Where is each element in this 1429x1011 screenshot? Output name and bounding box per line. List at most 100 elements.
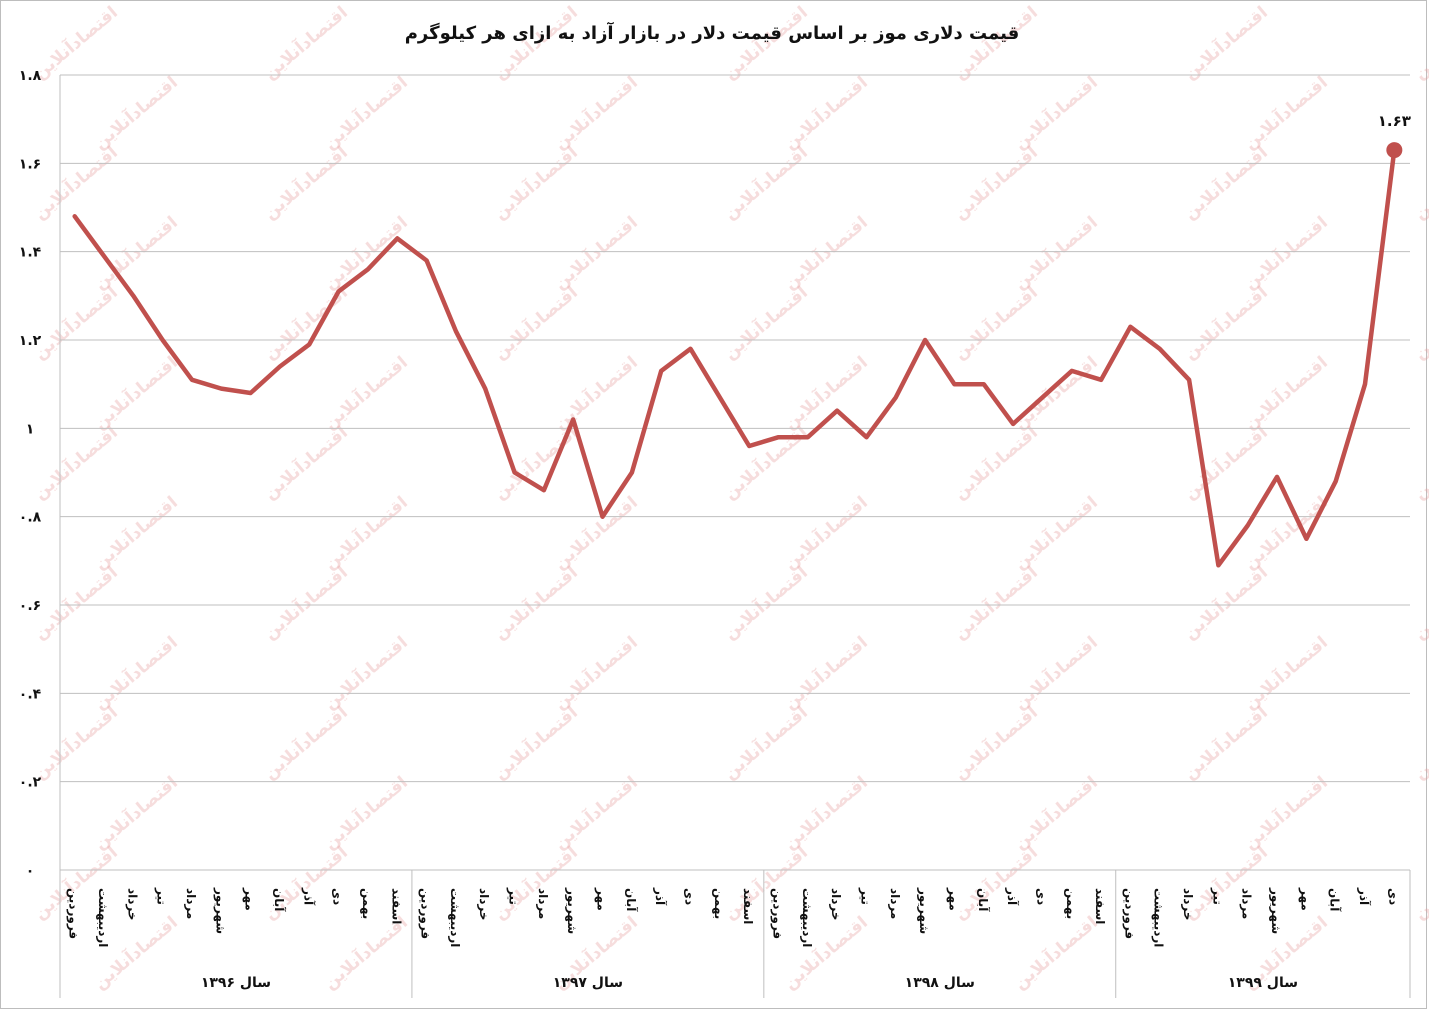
watermark-text: اقتصادآنلاین — [259, 561, 352, 644]
watermark-text: اقتصادآنلاین — [259, 1, 352, 84]
month-label: دی — [683, 888, 697, 905]
watermark-text: اقتصادآنلاین — [1239, 631, 1332, 714]
watermark-text: اقتصادآنلاین — [779, 491, 872, 574]
y-tick-label: ۰.۶ — [19, 598, 41, 614]
year-label: سال ۱۳۹۶ — [201, 975, 271, 991]
data-point — [219, 387, 223, 391]
watermark-text: اقتصادآنلاین — [319, 491, 412, 574]
month-label: تیر — [507, 887, 521, 905]
month-label: اردیبهشت — [96, 888, 110, 947]
y-tick-label: ۰.۸ — [19, 510, 42, 526]
axes — [59, 75, 1411, 998]
data-label: ۱.۶۳ — [1378, 112, 1411, 130]
month-label: آذر — [653, 887, 668, 906]
month-label: شهریور — [564, 887, 579, 934]
data-labels: ۱.۶۳ — [1378, 112, 1411, 159]
year-label: سال ۱۳۹۸ — [905, 975, 975, 991]
watermark-text: اقتصادآنلاین — [719, 841, 812, 924]
month-label: آبان — [272, 888, 287, 912]
watermark-text: اقتصادآنلاین — [29, 1, 122, 84]
month-label: فروردین — [1121, 888, 1136, 939]
watermark-text: اقتصادآنلاین — [89, 491, 182, 574]
month-label: خرداد — [1181, 888, 1195, 921]
month-label: تیر — [858, 887, 872, 905]
month-label: خرداد — [125, 888, 139, 921]
data-point — [73, 214, 77, 218]
month-label: خرداد — [829, 888, 843, 921]
month-label: مهر — [1298, 887, 1312, 911]
watermark-text: اقتصادآنلاین — [549, 631, 642, 714]
data-point — [630, 471, 634, 474]
watermark-text: اقتصادآنلاین — [259, 701, 352, 784]
watermark-text: اقتصادآنلاین — [949, 701, 1042, 784]
watermark-text: اقتصادآنلاین — [29, 561, 122, 644]
watermark-text: اقتصادآنلاین — [319, 71, 412, 154]
watermark-text: اقتصادآنلاین — [1409, 141, 1429, 224]
month-label: آذر — [301, 887, 316, 906]
highlight-marker — [1386, 142, 1403, 159]
watermark-text: اقتصادآنلاین — [1179, 141, 1272, 224]
watermark-text: اقتصادآنلاین — [949, 281, 1042, 364]
data-point — [483, 387, 487, 391]
watermark-text: اقتصادآنلاین — [319, 351, 412, 434]
data-point — [1187, 378, 1191, 382]
watermark-text: اقتصادآنلاین — [1239, 211, 1332, 294]
data-point — [747, 444, 751, 448]
watermark-text: اقتصادآنلاین — [1409, 701, 1429, 784]
data-point — [776, 435, 780, 439]
watermark-text: اقتصادآنلاین — [89, 351, 182, 434]
chart-title: قیمت دلاری موز بر اساس قیمت دلار در بازا… — [405, 21, 1020, 44]
month-label: تیر — [155, 887, 169, 905]
watermark-text: اقتصادآنلاین — [1179, 1, 1272, 84]
month-label: بهمن — [360, 888, 374, 919]
data-point — [1040, 395, 1044, 399]
month-label: اسفند — [389, 888, 403, 924]
data-point — [366, 267, 370, 271]
y-tick-label: ۱ — [26, 421, 35, 437]
month-label: خرداد — [477, 888, 491, 921]
watermark-text: اقتصادآنلاین — [489, 141, 582, 224]
watermark-text: اقتصادآنلاین — [1409, 1, 1429, 84]
data-point — [923, 338, 927, 342]
watermark-text: اقتصادآنلاین — [549, 491, 642, 574]
data-point — [513, 471, 517, 474]
watermark-text: اقتصادآنلاین — [1009, 211, 1102, 294]
data-point — [1246, 524, 1250, 527]
data-point — [1363, 382, 1367, 386]
watermark-text: اقتصادآنلاین — [779, 771, 872, 854]
watermark-text: اقتصادآنلاین — [779, 911, 872, 994]
data-point — [1011, 422, 1015, 426]
watermark-text: اقتصادآنلاین — [779, 71, 872, 154]
watermark-text: اقتصادآنلاین — [1009, 351, 1102, 434]
watermark-text: اقتصادآنلاین — [319, 211, 412, 294]
watermark-layer: اقتصادآنلایناقتصادآنلایناقتصادآنلایناقتص… — [29, 1, 1429, 994]
watermark-text: اقتصادآنلاین — [1409, 841, 1429, 924]
data-point — [894, 395, 898, 399]
watermark-text: اقتصادآنلاین — [1239, 491, 1332, 574]
watermark-text: اقتصادآنلاین — [949, 421, 1042, 504]
watermark-text: اقتصادآنلاین — [1009, 911, 1102, 994]
watermark-text: اقتصادآنلاین — [29, 281, 122, 364]
data-point — [161, 338, 165, 342]
watermark-text: اقتصادآنلاین — [29, 421, 122, 504]
watermark-text: اقتصادآنلاین — [1179, 421, 1272, 504]
month-label: مهر — [595, 887, 609, 911]
month-label: شهریور — [1268, 887, 1283, 934]
month-label: شهریور — [916, 887, 931, 934]
month-label: اسفند — [741, 888, 755, 924]
data-point — [1128, 325, 1132, 329]
data-point — [952, 382, 956, 386]
watermark-text: اقتصادآنلاین — [319, 771, 412, 854]
watermark-text: اقتصادآنلاین — [1009, 491, 1102, 574]
data-point — [1304, 537, 1308, 541]
y-tick-label: ۰.۴ — [19, 686, 42, 702]
data-point — [806, 435, 810, 439]
data-point — [601, 515, 605, 519]
watermark-text: اقتصادآنلاین — [779, 211, 872, 294]
data-point — [190, 378, 194, 382]
watermark-text: اقتصادآنلاین — [949, 561, 1042, 644]
watermark-text: اقتصادآنلاین — [489, 701, 582, 784]
month-label: بهمن — [1064, 888, 1078, 919]
watermark-text: اقتصادآنلاین — [549, 211, 642, 294]
watermark-text: اقتصادآنلاین — [1009, 771, 1102, 854]
